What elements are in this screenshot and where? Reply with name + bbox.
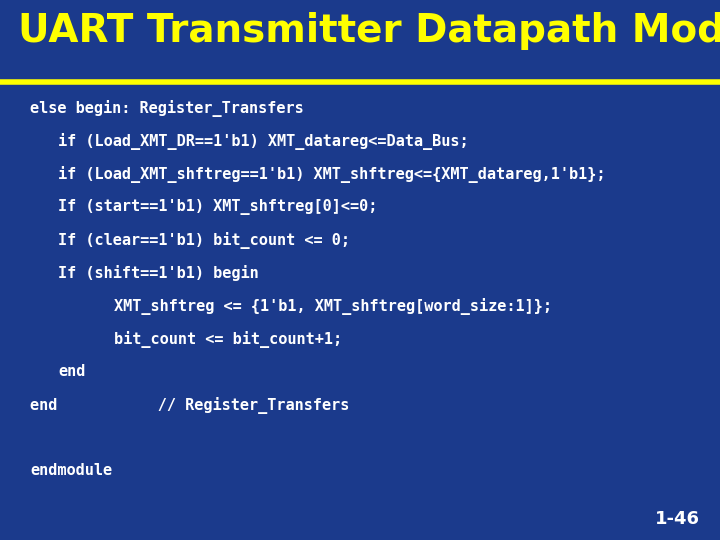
Text: XMT_shftreg <= {1'b1, XMT_shftreg[word_size:1]};: XMT_shftreg <= {1'b1, XMT_shftreg[word_s… (114, 298, 552, 315)
Text: UART Transmitter Datapath Module: UART Transmitter Datapath Module (18, 12, 720, 50)
Text: If (shift==1'b1) begin: If (shift==1'b1) begin (58, 265, 258, 281)
Text: else begin: Register_Transfers: else begin: Register_Transfers (30, 100, 304, 117)
Text: end           // Register_Transfers: end // Register_Transfers (30, 397, 349, 414)
Text: endmodule: endmodule (30, 463, 112, 478)
Text: 1-46: 1-46 (655, 510, 700, 528)
Text: bit_count <= bit_count+1;: bit_count <= bit_count+1; (114, 331, 342, 348)
Text: if (Load_XMT_DR==1'b1) XMT_datareg<=Data_Bus;: if (Load_XMT_DR==1'b1) XMT_datareg<=Data… (58, 133, 469, 150)
Text: If (clear==1'b1) bit_count <= 0;: If (clear==1'b1) bit_count <= 0; (58, 232, 350, 249)
Text: end: end (58, 364, 86, 379)
Text: If (start==1'b1) XMT_shftreg[0]<=0;: If (start==1'b1) XMT_shftreg[0]<=0; (58, 199, 377, 215)
Text: if (Load_XMT_shftreg==1'b1) XMT_shftreg<={XMT_datareg,1'b1};: if (Load_XMT_shftreg==1'b1) XMT_shftreg<… (58, 166, 606, 183)
